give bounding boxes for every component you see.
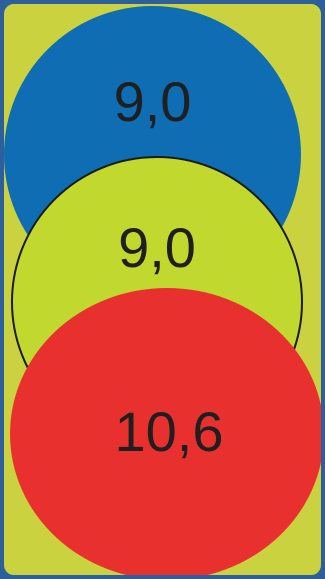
top-circle-value: 9,0 (113, 70, 192, 133)
bottom-circle-value: 10,6 (114, 400, 224, 463)
bottom-red-circle: 10,6 (10, 288, 321, 575)
middle-circle-value: 9,0 (118, 216, 196, 279)
